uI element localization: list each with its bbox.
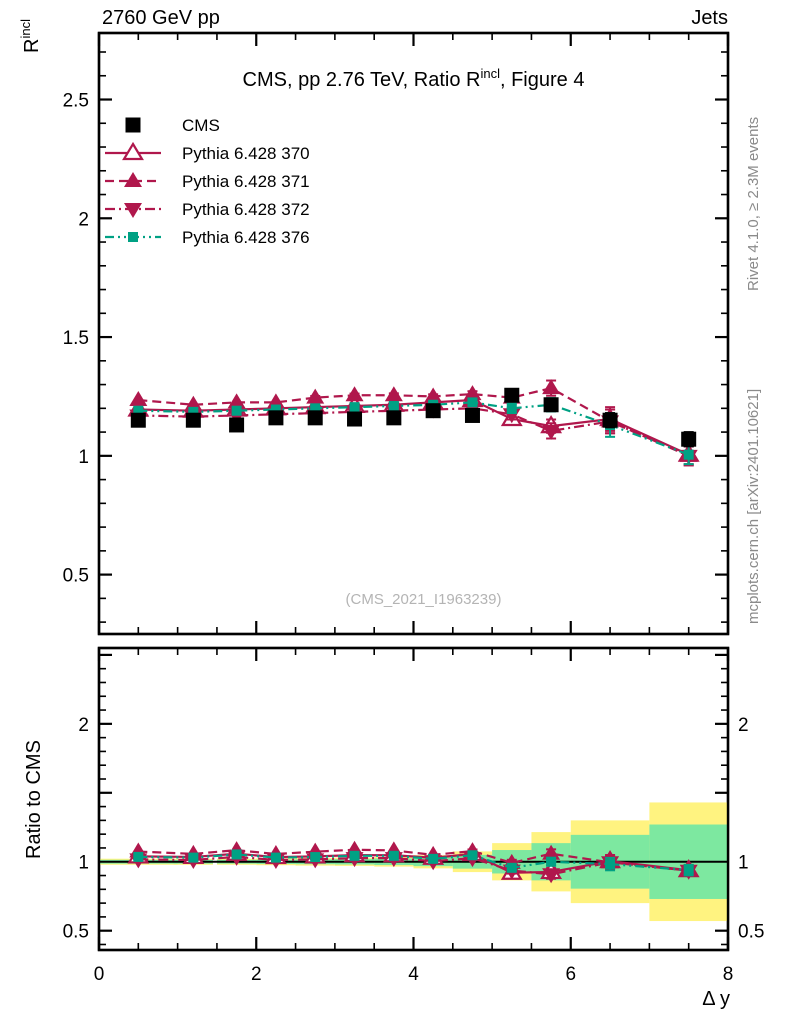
marker-376 — [270, 852, 281, 863]
y-tick-label-ratio-right: 1 — [738, 853, 749, 874]
marker-376 — [506, 862, 517, 873]
legend — [105, 117, 161, 242]
marker-371 — [542, 379, 561, 395]
watermark: (CMS_2021_I1963239) — [346, 591, 502, 608]
marker-376 — [683, 865, 694, 876]
marker-371 — [384, 386, 403, 402]
plot-title: CMS, pp 2.76 TeV, Ratio Rincl, Figure 4 — [243, 66, 585, 91]
marker-376 — [467, 397, 478, 408]
y-ticks — [99, 51, 728, 623]
y-tick-label-ratio-right: 0.5 — [738, 922, 764, 943]
marker-376 — [349, 402, 360, 413]
x-tick-label: 8 — [723, 964, 734, 985]
marker-372 — [542, 424, 561, 440]
x-tick-label: 6 — [565, 964, 576, 985]
x-tick-label: 4 — [408, 964, 419, 985]
marker-376 — [133, 851, 144, 862]
y-tick-label-main: 1 — [78, 447, 89, 468]
marker-cms — [130, 412, 146, 428]
marker-376 — [188, 852, 199, 863]
x-axis-title: Δ y — [702, 988, 730, 1010]
marker-cms — [681, 431, 697, 447]
legend-label-4: Pythia 6.428 376 — [182, 228, 310, 247]
marker-371 — [345, 386, 364, 402]
ratio-panel-frame — [97, 646, 730, 952]
main-panel-data — [127, 379, 700, 467]
marker-376 — [231, 849, 242, 860]
y-axis-title-main: Rincl — [18, 19, 43, 53]
panel-frames — [97, 31, 730, 952]
marker-376 — [128, 232, 138, 242]
side-label-rivet: Rivet 4.1.0, ≥ 2.3M events — [745, 117, 762, 291]
main-panel-frame-top — [97, 31, 730, 636]
marker-376 — [388, 400, 399, 411]
marker-371 — [124, 172, 142, 187]
marker-cms — [347, 411, 363, 427]
marker-376 — [188, 406, 199, 417]
legend-label-2: Pythia 6.428 371 — [182, 172, 310, 191]
marker-376 — [428, 853, 439, 864]
marker-cms — [229, 417, 245, 433]
marker-cms — [602, 412, 618, 428]
x-tick-label: 2 — [251, 964, 262, 985]
x-tick-label: 0 — [94, 964, 105, 985]
marker-376 — [231, 405, 242, 416]
marker-cms — [386, 410, 402, 426]
ratio-panel-frame-top — [97, 646, 730, 952]
marker-376 — [133, 405, 144, 416]
marker-cms — [425, 403, 441, 419]
marker-372 — [124, 203, 142, 218]
y-tick-label-ratio: 0.5 — [63, 922, 89, 943]
y-axis-title-ratio: Ratio to CMS — [23, 740, 45, 859]
y-tick-label-main: 2.5 — [63, 91, 89, 112]
legend-label-1: Pythia 6.428 370 — [182, 144, 310, 163]
marker-cms — [185, 412, 201, 428]
marker-371 — [542, 844, 561, 860]
marker-376 — [310, 852, 321, 863]
marker-cms — [504, 387, 520, 403]
marker-376 — [605, 859, 616, 870]
y-tick-label-ratio-right: 2 — [738, 715, 749, 736]
header-left: 2760 GeV pp — [102, 7, 220, 29]
marker-cms — [464, 407, 480, 423]
y-axis-title-sup: incl — [18, 19, 33, 39]
marker-cms — [268, 410, 284, 426]
y-tick-label-main: 0.5 — [63, 566, 89, 587]
ratio-panel-data — [127, 840, 700, 884]
marker-376 — [388, 850, 399, 861]
marker-376 — [546, 856, 557, 867]
marker-371 — [129, 391, 148, 407]
marker-376 — [349, 850, 360, 861]
marker-cms — [125, 117, 141, 133]
marker-370 — [122, 141, 144, 161]
y-tick-label-ratio: 2 — [78, 715, 89, 736]
marker-376 — [310, 403, 321, 414]
plot-title-sup: incl — [480, 66, 500, 81]
marker-cms — [307, 410, 323, 426]
marker-376 — [506, 403, 517, 414]
legend-label-3: Pythia 6.428 372 — [182, 200, 310, 219]
side-label-mcplots: mcplots.cern.ch [arXiv:2401.10621] — [745, 389, 762, 624]
marker-376 — [270, 404, 281, 415]
marker-376 — [467, 850, 478, 861]
marker-372 — [542, 868, 561, 884]
marker-371 — [227, 393, 246, 409]
header-right: Jets — [691, 7, 728, 29]
y-tick-label-main: 2 — [78, 209, 89, 230]
marker-cms — [543, 397, 559, 413]
y-tick-label-ratio: 1 — [78, 853, 89, 874]
marker-371 — [306, 388, 325, 404]
plot-title-tail: , Figure 4 — [500, 69, 584, 91]
y-tick-label-main: 1.5 — [63, 328, 89, 349]
x-ticks — [97, 648, 730, 950]
marker-376 — [683, 449, 694, 460]
marker-371 — [424, 387, 443, 403]
marker-371 — [463, 385, 482, 401]
legend-label-0: CMS — [182, 116, 220, 135]
